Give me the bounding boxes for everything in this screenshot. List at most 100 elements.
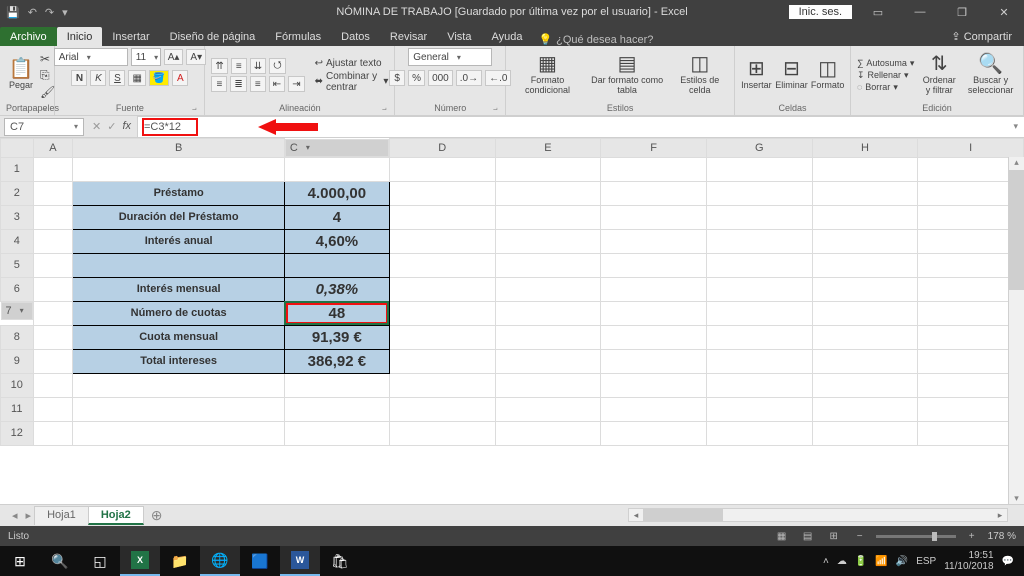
cell-H1[interactable] xyxy=(812,157,918,181)
align-right-icon[interactable]: ≡ xyxy=(250,76,266,92)
col-header-C[interactable]: C xyxy=(285,139,389,157)
cell-E6[interactable] xyxy=(495,277,601,301)
cell-H5[interactable] xyxy=(812,253,918,277)
cell-D6[interactable] xyxy=(389,277,495,301)
share-button[interactable]: ⇪ Compartir xyxy=(939,27,1024,46)
cell-C4[interactable]: 4,60% xyxy=(284,229,389,253)
cell-A9[interactable] xyxy=(33,349,73,373)
ribbon-options-icon[interactable]: ▭ xyxy=(858,0,898,24)
horizontal-scrollbar[interactable]: ◂▸ xyxy=(628,508,1008,522)
conditional-format-button[interactable]: ▦Formato condicional xyxy=(512,54,583,96)
cell-H6[interactable] xyxy=(812,277,918,301)
worksheet-grid[interactable]: ABCDEFGHI12Préstamo4.000,003Duración del… xyxy=(0,138,1024,504)
cell-C10[interactable] xyxy=(284,373,389,397)
percent-icon[interactable]: % xyxy=(408,70,425,86)
col-header-D[interactable]: D xyxy=(389,139,495,158)
tab-ayuda[interactable]: Ayuda xyxy=(481,27,532,46)
cell-A12[interactable] xyxy=(33,421,73,445)
clear-button[interactable]: ◌ Borrar ▾ xyxy=(857,82,914,93)
tray-onedrive-icon[interactable]: ☁ xyxy=(837,556,847,567)
row-header-12[interactable]: 12 xyxy=(1,421,34,445)
cell-G2[interactable] xyxy=(706,181,812,205)
cell-G1[interactable] xyxy=(706,157,812,181)
bold-button[interactable]: N xyxy=(71,70,87,86)
tab-file[interactable]: Archivo xyxy=(0,27,57,46)
cell-D1[interactable] xyxy=(389,157,495,181)
cell-E4[interactable] xyxy=(495,229,601,253)
col-header-I[interactable]: I xyxy=(918,139,1024,158)
comma-icon[interactable]: 000 xyxy=(428,70,453,86)
cell-D5[interactable] xyxy=(389,253,495,277)
taskbar-chrome[interactable]: 🌐 xyxy=(200,546,240,576)
format-table-button[interactable]: ▤Dar formato como tabla xyxy=(587,54,668,96)
cell-C11[interactable] xyxy=(284,397,389,421)
cell-A11[interactable] xyxy=(33,397,73,421)
tell-me[interactable]: 💡 ¿Qué desea hacer? xyxy=(538,33,653,46)
cell-C5[interactable] xyxy=(284,253,389,277)
format-cells-button[interactable]: ◫Formato xyxy=(811,59,844,91)
cell-F7[interactable] xyxy=(601,301,707,325)
taskbar-excel[interactable]: X xyxy=(120,546,160,576)
cell-A6[interactable] xyxy=(33,277,73,301)
cell-C3[interactable]: 4 xyxy=(284,205,389,229)
format-painter-icon[interactable]: 🖌 xyxy=(40,85,55,99)
cell-E10[interactable] xyxy=(495,373,601,397)
row-header-7[interactable]: 7 xyxy=(1,302,33,320)
search-icon[interactable]: 🔍 xyxy=(40,546,80,576)
italic-button[interactable]: K xyxy=(90,70,106,86)
cell-H7[interactable] xyxy=(812,301,918,325)
cell-F4[interactable] xyxy=(601,229,707,253)
delete-cells-button[interactable]: ⊟Eliminar xyxy=(776,59,808,91)
cell-C7[interactable]: 48 xyxy=(284,301,389,325)
indent-dec-icon[interactable]: ⇤ xyxy=(269,76,285,92)
align-center-icon[interactable]: ≣ xyxy=(230,76,246,92)
cell-C6[interactable]: 0,38% xyxy=(284,277,389,301)
page-layout-view-icon[interactable]: ▤ xyxy=(798,531,818,542)
tray-clock[interactable]: 19:51 11/10/2018 xyxy=(944,550,993,572)
fill-color-button[interactable]: 🪣 xyxy=(149,70,169,86)
cell-G8[interactable] xyxy=(706,325,812,349)
underline-button[interactable]: S xyxy=(109,70,125,86)
tab-diseño-de-página[interactable]: Diseño de página xyxy=(160,27,266,46)
taskbar-explorer[interactable]: 📁 xyxy=(160,546,200,576)
align-middle-icon[interactable]: ≡ xyxy=(231,58,247,74)
name-box[interactable]: C7 xyxy=(4,118,84,136)
row-header-4[interactable]: 4 xyxy=(1,229,34,253)
col-header-F[interactable]: F xyxy=(601,139,707,158)
page-break-view-icon[interactable]: ⊞ xyxy=(824,531,844,542)
cell-H3[interactable] xyxy=(812,205,918,229)
cell-E11[interactable] xyxy=(495,397,601,421)
cell-D9[interactable] xyxy=(389,349,495,373)
cell-B4[interactable]: Interés anual xyxy=(73,229,284,253)
inc-decimal-icon[interactable]: .0→ xyxy=(456,70,482,86)
minimize-button[interactable]: — xyxy=(900,0,940,24)
taskbar-store[interactable]: 🛍 xyxy=(320,546,360,576)
cell-B10[interactable] xyxy=(73,373,284,397)
cell-G5[interactable] xyxy=(706,253,812,277)
shrink-font-icon[interactable]: A▾ xyxy=(186,49,206,65)
cell-E9[interactable] xyxy=(495,349,601,373)
start-button[interactable]: ⊞ xyxy=(0,546,40,576)
cell-E1[interactable] xyxy=(495,157,601,181)
cell-E5[interactable] xyxy=(495,253,601,277)
close-button[interactable]: ✕ xyxy=(984,0,1024,24)
cell-A10[interactable] xyxy=(33,373,73,397)
cell-B9[interactable]: Total intereses xyxy=(73,349,284,373)
insert-cells-button[interactable]: ⊞Insertar xyxy=(741,59,771,91)
taskbar-word[interactable]: W xyxy=(280,546,320,576)
cell-G12[interactable] xyxy=(706,421,812,445)
font-size-select[interactable]: 11 xyxy=(131,48,161,66)
cell-B11[interactable] xyxy=(73,397,284,421)
cell-D7[interactable] xyxy=(389,301,495,325)
tab-fórmulas[interactable]: Fórmulas xyxy=(265,27,331,46)
cell-H4[interactable] xyxy=(812,229,918,253)
cell-F10[interactable] xyxy=(601,373,707,397)
cell-B6[interactable]: Interés mensual xyxy=(73,277,284,301)
cell-A2[interactable] xyxy=(33,181,73,205)
row-header-3[interactable]: 3 xyxy=(1,205,34,229)
cell-H11[interactable] xyxy=(812,397,918,421)
cell-H8[interactable] xyxy=(812,325,918,349)
cell-G6[interactable] xyxy=(706,277,812,301)
tab-vista[interactable]: Vista xyxy=(437,27,481,46)
tab-insertar[interactable]: Insertar xyxy=(102,27,159,46)
